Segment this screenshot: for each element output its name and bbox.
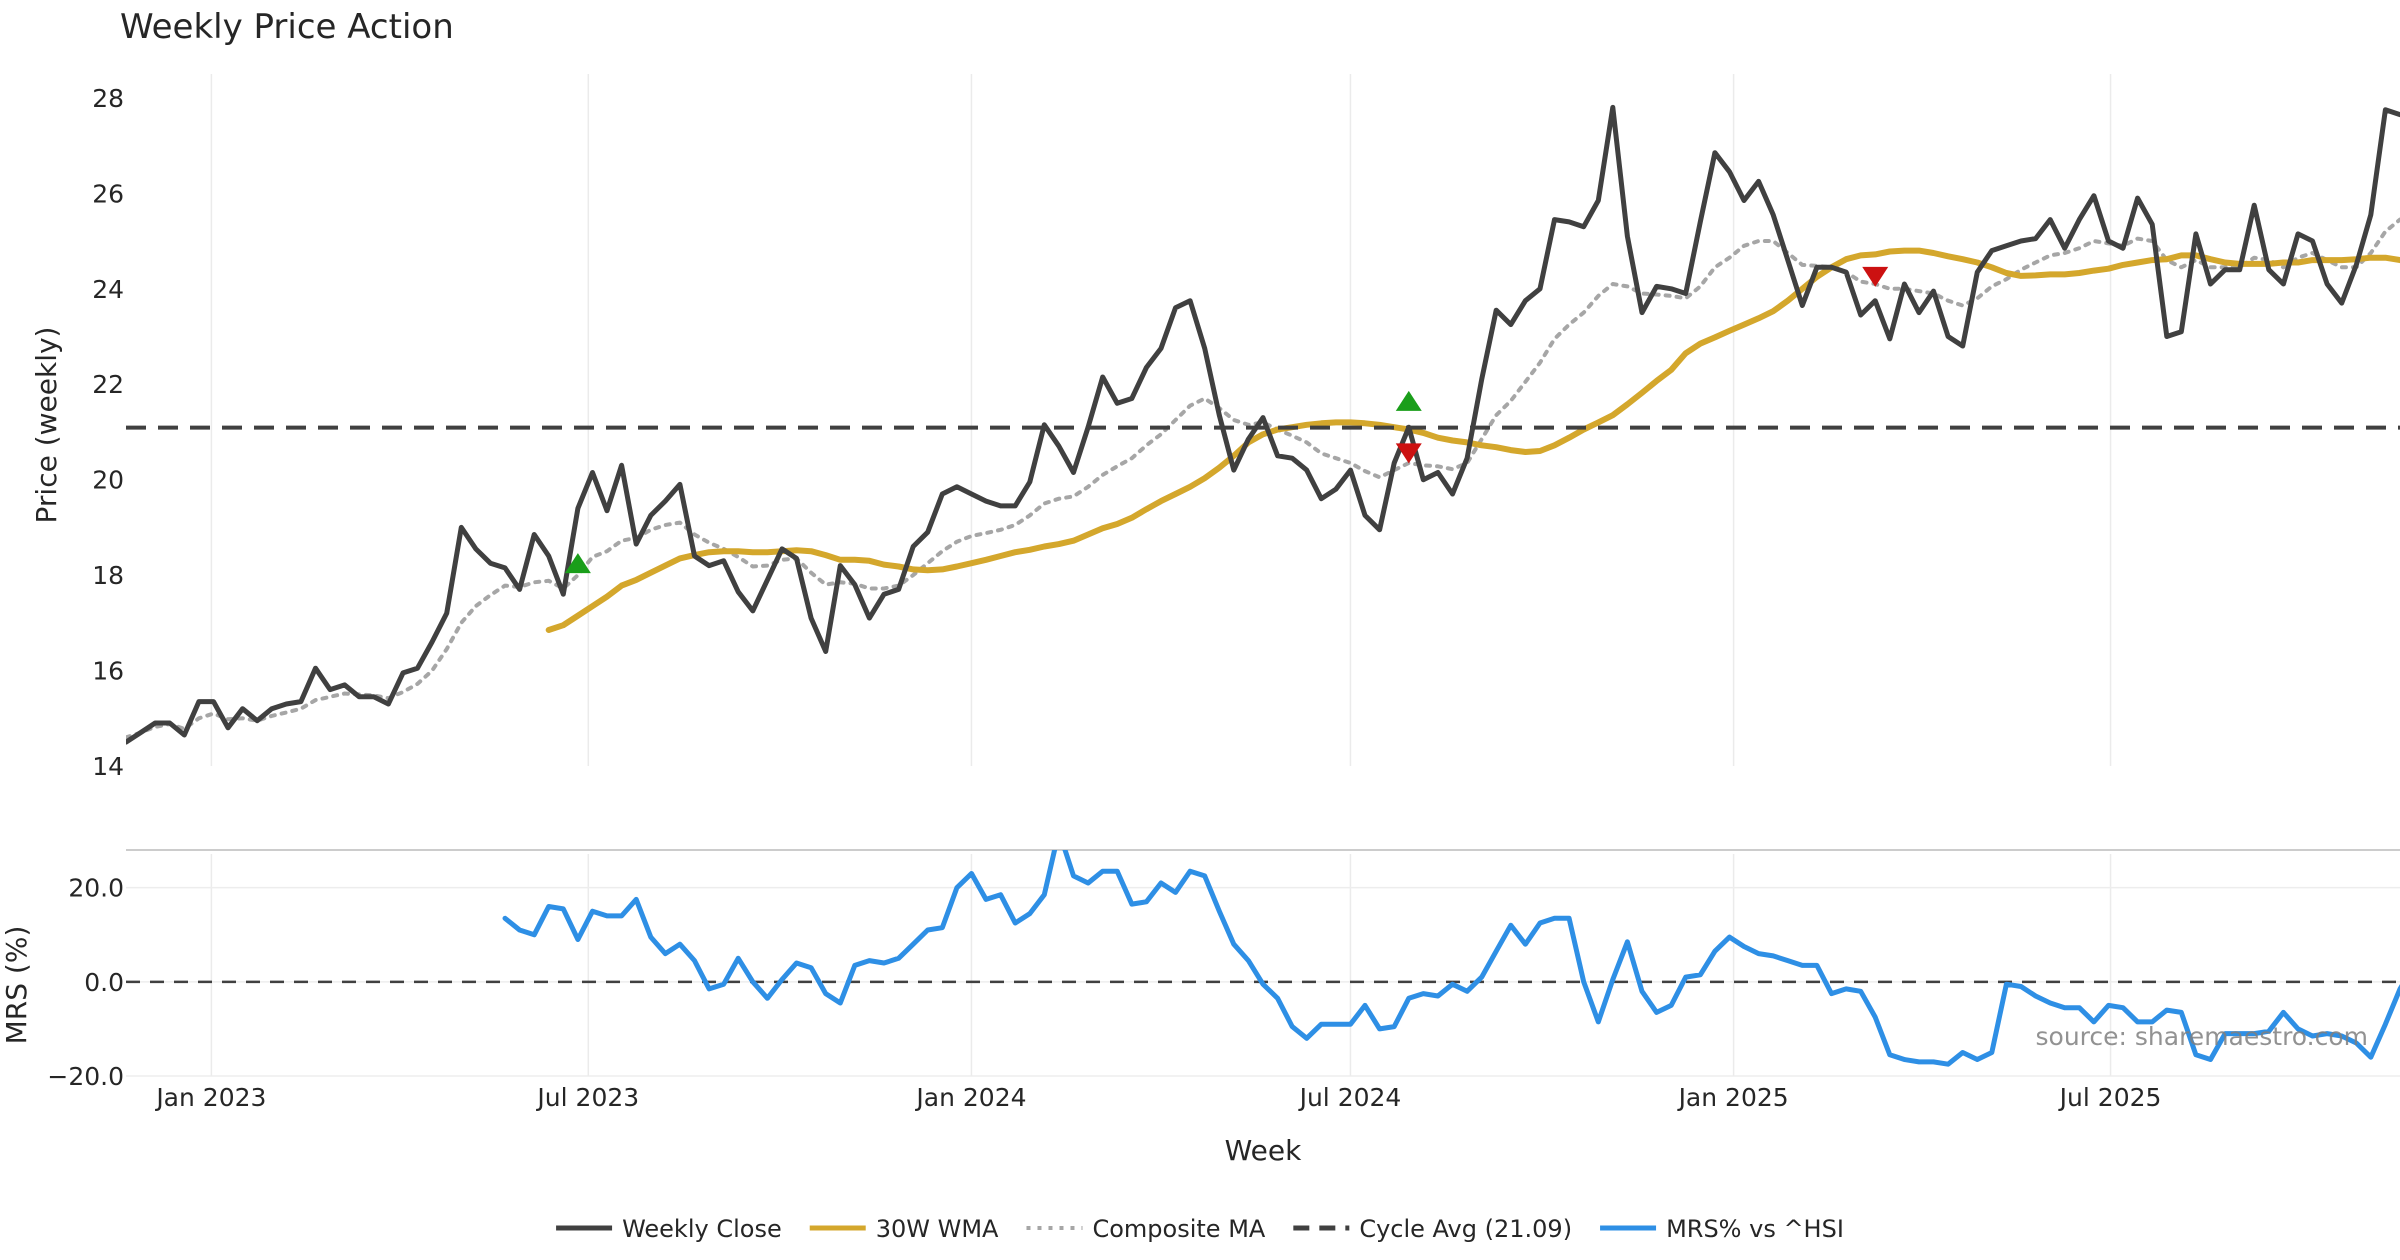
price-y-tick-label: 16: [92, 657, 124, 686]
mrs-series: [126, 850, 2400, 1067]
legend-label: 30W WMA: [876, 1215, 999, 1243]
mrs-y-tick-label: 20.0: [68, 874, 124, 903]
legend-label: Composite MA: [1092, 1215, 1265, 1243]
x-ticks: Jan 2023 Jul 2023 Jan 2024 Jul 2024 Jan 2025…: [154, 1083, 2161, 1112]
mrs-line: [502, 850, 2400, 1067]
price-y-tick-label: 20: [92, 466, 124, 495]
legend-label: MRS% vs ^HSI: [1666, 1215, 1844, 1243]
x-tick-label: Jan 2025: [1677, 1083, 1789, 1112]
price-y-tick-label: 18: [92, 561, 124, 590]
composite-ma-line: [126, 217, 2400, 740]
price-series: [126, 104, 2400, 745]
price-y-tick-label: 26: [92, 179, 124, 208]
price-y-axis-label: Price (weekly): [30, 327, 63, 524]
x-tick-label: Jul 2024: [1298, 1083, 1402, 1112]
x-tick-label: Jul 2025: [2058, 1083, 2162, 1112]
price-y-tick-label: 28: [92, 84, 124, 113]
buy-signal-marker: [564, 553, 591, 574]
legend-label: Weekly Close: [622, 1215, 782, 1243]
sell-signal-marker: [1395, 443, 1422, 464]
price-gridlines: [210, 74, 2112, 766]
mrs-y-tick-label: −20.0: [47, 1062, 124, 1091]
mrs-y-tick-label: 0.0: [84, 968, 124, 997]
x-tick-label: Jan 2023: [154, 1083, 266, 1112]
legend: Weekly Close 30W WMA Composite MA Cycle Avg…: [556, 1215, 1844, 1243]
wma-30w-line: [545, 247, 2400, 633]
mrs-y-axis-label: MRS (%): [0, 926, 33, 1045]
source-annotation: source: sharemaestro.com: [2036, 1022, 2369, 1051]
legend-label: Cycle Avg (21.09): [1359, 1215, 1572, 1243]
x-tick-label: Jan 2024: [914, 1083, 1026, 1112]
chart-title: Weekly Price Action: [120, 7, 454, 47]
signal-markers: [564, 266, 1889, 574]
sell-signal-marker: [1862, 266, 1889, 287]
price-y-tick-label: 22: [92, 370, 124, 399]
buy-signal-marker: [1395, 390, 1422, 411]
price-y-tick-label: 24: [92, 275, 124, 304]
mrs-y-ticks: −20.0 0.0 20.0: [47, 874, 124, 1091]
x-axis-label: Week: [1225, 1134, 1302, 1167]
x-tick-label: Jul 2023: [535, 1083, 639, 1112]
weekly-close-line: [126, 104, 2400, 745]
price-y-ticks: 14 16 18 20 22 24 26 28: [92, 84, 124, 781]
price-y-tick-label: 14: [92, 752, 124, 781]
